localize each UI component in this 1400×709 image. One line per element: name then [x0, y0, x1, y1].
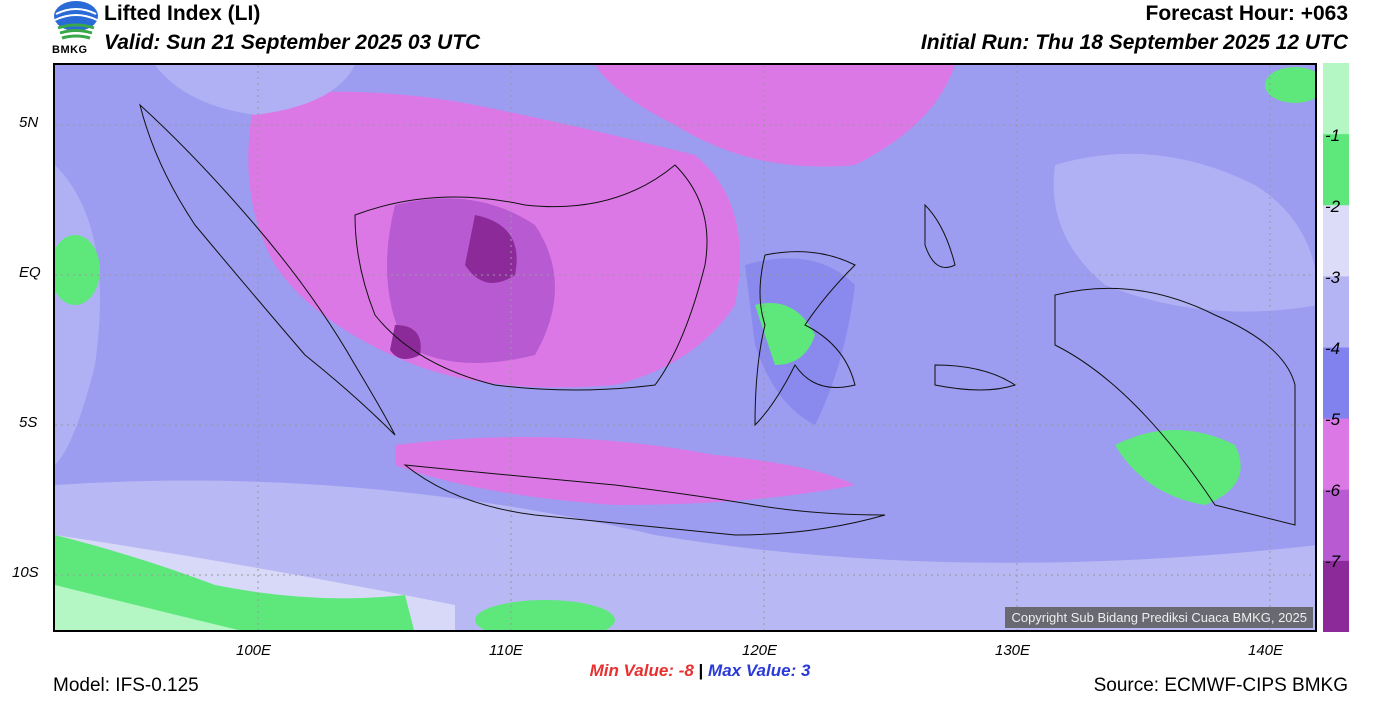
lat-label-5s: 5S: [19, 414, 38, 431]
model-label: Model: IFS-0.125: [53, 675, 199, 696]
colorbar-label: -4: [1325, 339, 1341, 358]
lon-label-140e: 140E: [1248, 642, 1284, 659]
colorbar-swatch: [1323, 63, 1349, 135]
lon-label-100e: 100E: [236, 642, 272, 659]
min-max-values: Min Value: -8 | Max Value: 3: [0, 661, 1400, 681]
lon-label-130e: 130E: [995, 642, 1031, 659]
colorbar-label: -3: [1325, 268, 1341, 287]
min-value-label: Min Value:: [589, 661, 674, 680]
colorbar-swatch: [1323, 560, 1349, 633]
colorbar: [1323, 63, 1349, 633]
lat-label-5n: 5N: [19, 114, 39, 131]
colorbar-label: -7: [1325, 552, 1341, 571]
colorbar-swatch: [1323, 347, 1349, 420]
max-value: 3: [800, 661, 811, 680]
valid-time: Valid: Sun 21 September 2025 03 UTC: [104, 31, 481, 54]
colorbar-swatch: [1323, 134, 1349, 206]
lifted-index-map: Copyright Sub Bidang Prediksi Cuaca BMKG…: [53, 63, 1317, 632]
colorbar-label: -6: [1325, 481, 1341, 500]
copyright-notice: Copyright Sub Bidang Prediksi Cuaca BMKG…: [1005, 607, 1313, 628]
colorbar-swatch: [1323, 418, 1349, 491]
source-label: Source: ECMWF-CIPS BMKG: [1093, 675, 1348, 696]
colorbar-label: -2: [1325, 197, 1341, 216]
logo-text: BMKG: [52, 44, 88, 56]
initial-run: Initial Run: Thu 18 September 2025 12 UT…: [920, 31, 1348, 54]
map-field: [55, 65, 1315, 630]
forecast-hour: Forecast Hour: +063: [1145, 2, 1349, 25]
min-value: -8: [678, 661, 694, 680]
map-title: Lifted Index (LI): [104, 2, 261, 25]
lat-label-eq: EQ: [19, 264, 41, 281]
colorbar-label: -5: [1325, 410, 1341, 429]
colorbar-swatch: [1323, 276, 1349, 348]
lon-label-110e: 110E: [489, 642, 523, 659]
colorbar-swatch: [1323, 205, 1349, 277]
separator: |: [698, 661, 704, 680]
bmkg-logo: BMKG: [52, 0, 100, 60]
max-value-label: Max Value:: [708, 661, 797, 680]
colorbar-label: -1: [1325, 126, 1341, 145]
colorbar-swatch: [1323, 489, 1349, 562]
lat-label-10s: 10S: [12, 564, 39, 581]
lon-label-120e: 120E: [742, 642, 778, 659]
